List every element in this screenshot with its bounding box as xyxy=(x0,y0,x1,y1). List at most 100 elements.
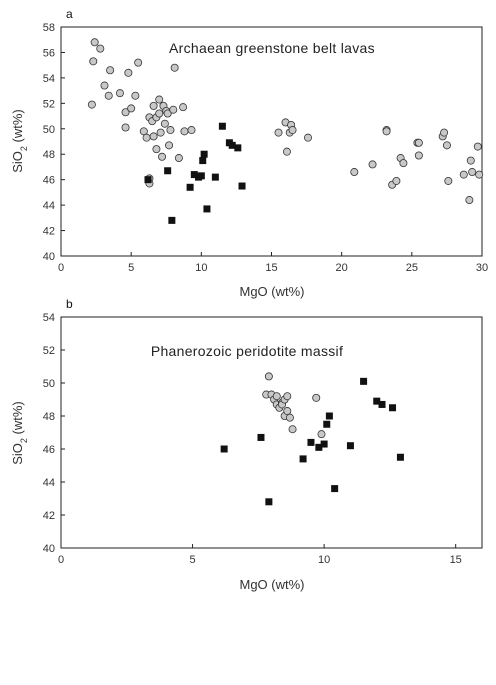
square-data-point xyxy=(199,157,207,165)
square-data-point xyxy=(299,455,307,463)
circle-data-point xyxy=(170,63,179,72)
circle-data-point xyxy=(288,126,297,135)
square-data-point xyxy=(346,442,354,450)
circle-data-point xyxy=(414,138,423,147)
panel-b-y-axis-title: SiO2 (wt%) xyxy=(10,401,29,465)
circle-data-point xyxy=(180,127,189,136)
circle-data-point xyxy=(166,126,175,135)
panel-a-x-axis-title: MgO (wt%) xyxy=(240,284,305,299)
panel-a: a Archaean greenstone belt lavas 0 5 10 15 2… xyxy=(10,7,488,299)
circle-data-point xyxy=(134,58,143,67)
circle-data-point xyxy=(473,142,482,151)
circle-data-point xyxy=(156,128,165,137)
square-data-point xyxy=(265,498,273,506)
y-tick-label: 44 xyxy=(43,200,55,212)
x-tick-label: 0 xyxy=(58,262,64,274)
panel-a-y-axis-title: SiO2 (wt%) xyxy=(10,109,29,173)
square-data-point xyxy=(331,485,339,493)
y-tick-label: 52 xyxy=(43,345,55,357)
circle-data-point xyxy=(283,407,292,416)
circle-data-point xyxy=(303,133,312,142)
circle-data-point xyxy=(124,68,133,77)
circle-data-point xyxy=(285,413,294,422)
x-tick-label: 10 xyxy=(195,262,207,274)
x-tick-label: 10 xyxy=(318,554,330,566)
circle-data-point xyxy=(127,104,136,113)
square-data-point xyxy=(211,173,219,181)
y-tick-label: 46 xyxy=(43,175,55,187)
circle-data-point xyxy=(368,160,377,169)
y-tick-label: 58 xyxy=(43,22,55,34)
y-tick-label: 50 xyxy=(43,378,55,390)
y-tick-label: 50 xyxy=(43,124,55,136)
panel-a-y-axis-title-text: SiO xyxy=(10,151,25,173)
circle-data-point xyxy=(104,91,113,100)
square-data-point xyxy=(228,141,236,149)
x-tick-label: 5 xyxy=(190,554,196,566)
circle-data-point xyxy=(179,103,188,112)
x-tick-label: 15 xyxy=(265,262,277,274)
circle-data-point xyxy=(466,156,475,165)
y-tick-label: 46 xyxy=(43,444,55,456)
circle-data-point xyxy=(282,147,291,156)
x-tick-label: 20 xyxy=(336,262,348,274)
panel-a-letter: a xyxy=(66,7,73,21)
circle-data-point xyxy=(149,101,158,110)
circle-data-point xyxy=(142,133,151,142)
circle-data-point xyxy=(187,126,196,135)
panel-b: b Phanerozoic peridotite massif 0 5 10 15 4… xyxy=(10,297,483,592)
circle-data-point xyxy=(160,119,169,128)
circle-data-point xyxy=(131,91,140,100)
y-tick-label: 48 xyxy=(43,411,55,423)
y-axis-title-rest: (wt%) xyxy=(10,109,25,146)
circle-data-point xyxy=(475,170,484,179)
circle-data-point xyxy=(165,141,174,150)
square-data-point xyxy=(168,216,176,224)
circle-data-point xyxy=(169,105,178,114)
square-data-point xyxy=(315,443,323,451)
circle-data-point xyxy=(155,109,164,118)
circle-data-point xyxy=(174,154,183,163)
circle-data-point xyxy=(465,196,474,205)
circle-data-point xyxy=(87,100,96,109)
panel-b-x-axis-title: MgO (wt%) xyxy=(240,577,305,592)
circle-data-point xyxy=(90,38,99,47)
square-data-point xyxy=(218,122,226,130)
square-data-point xyxy=(186,183,194,191)
y-tick-label: 48 xyxy=(43,149,55,161)
x-tick-label: 25 xyxy=(406,262,418,274)
circle-data-point xyxy=(149,132,158,141)
square-data-point xyxy=(234,144,242,152)
circle-data-point xyxy=(392,176,401,185)
square-data-point xyxy=(360,377,368,385)
circle-data-point xyxy=(121,123,130,132)
y-tick-label: 44 xyxy=(43,477,55,489)
panel-b-plot-frame xyxy=(60,316,483,549)
panel-a-x-ticks: 0 5 10 15 20 25 30 xyxy=(58,252,488,274)
circle-data-point xyxy=(264,372,273,381)
x-tick-label: 5 xyxy=(128,262,134,274)
circle-data-point xyxy=(121,108,130,117)
square-data-point xyxy=(257,433,265,441)
panel-a-title: Archaean greenstone belt lavas xyxy=(169,40,375,56)
circle-data-point xyxy=(115,89,124,98)
square-data-point xyxy=(378,400,386,408)
y-tick-label: 40 xyxy=(43,543,55,555)
square-data-point xyxy=(238,182,246,190)
square-data-point xyxy=(307,438,315,446)
square-data-point xyxy=(197,172,205,180)
y-tick-label: 54 xyxy=(43,312,55,324)
circle-data-point xyxy=(96,44,105,53)
circle-data-point xyxy=(399,159,408,168)
panel-b-letter: b xyxy=(66,297,73,311)
circle-data-point xyxy=(459,170,468,179)
x-tick-label: 0 xyxy=(58,554,64,566)
square-data-point xyxy=(396,453,404,461)
square-data-point xyxy=(320,440,328,448)
y-axis-title-rest: (wt%) xyxy=(10,401,25,438)
circle-data-point xyxy=(158,152,167,161)
circle-data-point xyxy=(442,141,451,150)
square-data-point xyxy=(164,167,172,175)
square-data-point xyxy=(325,412,333,420)
